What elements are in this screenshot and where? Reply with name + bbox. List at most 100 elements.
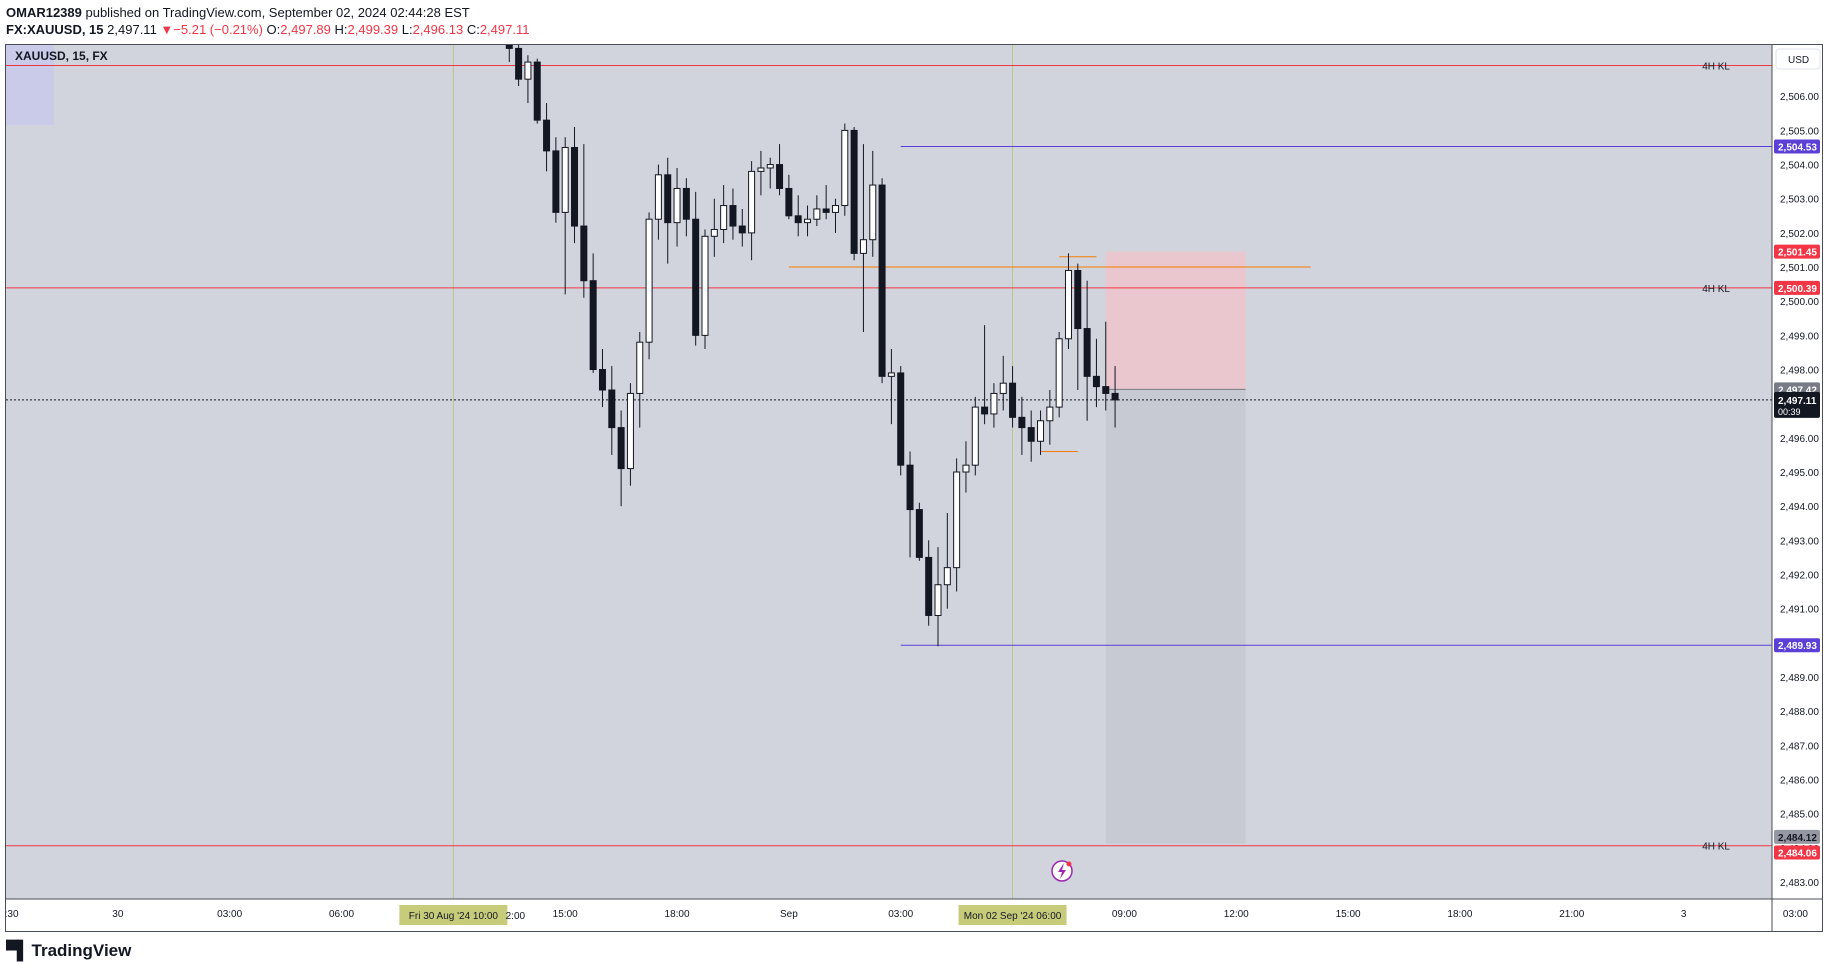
candle-down [589, 280, 597, 371]
candle-up [887, 372, 895, 377]
candle-down [1083, 328, 1091, 377]
price-tag-label: 2,489.93 [1778, 641, 1817, 652]
candle-up [831, 205, 839, 213]
candle-up [673, 187, 681, 224]
stop-loss-zone[interactable] [1105, 251, 1246, 390]
price-tag[interactable] [1774, 139, 1820, 154]
price-tag[interactable] [1774, 829, 1820, 844]
time-axis[interactable]: 20:30 30 03:00 06:00 15:00 18:00 Sep 03:00 09:00… [6, 45, 1822, 931]
session-date-badge[interactable] [958, 905, 1067, 925]
time-tick: 20:30 [6, 909, 19, 920]
close-value: 2,497.11 [479, 22, 530, 37]
candle-down [664, 174, 672, 224]
candle-down [776, 164, 784, 189]
currency-label: USD [1788, 55, 1809, 66]
price-tick: 2,493.00 [1780, 536, 1819, 547]
candle-down [981, 406, 989, 415]
price-tick: 2,504.00 [1780, 161, 1819, 172]
price-tick: 2,501.00 [1780, 263, 1819, 274]
candle-down [1102, 386, 1110, 394]
price-tag[interactable] [1774, 280, 1820, 295]
candle-down [822, 208, 830, 213]
down-arrow-icon: ▼ [160, 22, 174, 37]
last-price-tag-label: 2,497.11 [1778, 396, 1817, 407]
take-profit-zone[interactable] [1105, 389, 1246, 844]
price-tick: 2,494.00 [1780, 502, 1819, 513]
session-date-badge[interactable] [399, 905, 508, 925]
time-tick: Sep [780, 909, 798, 920]
candle-down [906, 464, 914, 511]
high-label: H: [334, 22, 348, 37]
candle-up [943, 567, 951, 586]
low-label: L: [401, 22, 413, 37]
currency-button[interactable]: USD [1775, 48, 1821, 70]
candle-down [1092, 375, 1100, 388]
candle-up [720, 205, 728, 230]
candle-down [1018, 416, 1026, 429]
lightning-icon[interactable] [1051, 860, 1073, 882]
horizontal-lines[interactable]: 4H KL 4H KL 4H KL [6, 61, 1772, 853]
candle-up [869, 184, 877, 241]
candle-up [953, 471, 961, 569]
price-tag-label: 2,484.06 [1778, 849, 1817, 860]
time-tick-partial: 2:00 [506, 911, 526, 922]
price-axis-background[interactable] [1772, 45, 1822, 931]
candle-up [710, 228, 718, 237]
price-tag-label: 2,504.53 [1778, 142, 1817, 153]
last-price-tag[interactable] [1774, 391, 1820, 418]
chart-frame[interactable]: XAUUSD, 15, FX 4H KL 4H KL 4H KL 2,506.00 2… [5, 44, 1823, 932]
price-tick: 2,491.00 [1780, 605, 1819, 616]
candle-down [1009, 382, 1017, 418]
time-tick: 15:00 [1336, 909, 1361, 920]
price-tick: 2,505.00 [1780, 126, 1819, 137]
candle-down [505, 45, 513, 49]
candle-up [859, 239, 867, 254]
candle-down [580, 225, 588, 282]
tradingview-logo[interactable]: ▀▌ TradingView [6, 940, 131, 961]
candle-up [654, 174, 662, 220]
key-level-label: 4H KL [1702, 842, 1730, 853]
candle-down [1074, 269, 1082, 330]
time-tick: 18:00 [1447, 909, 1472, 920]
time-axis-background[interactable] [6, 899, 1772, 931]
key-level-label: 4H KL [1702, 284, 1730, 295]
price-tick: 2,496.00 [1780, 434, 1819, 445]
price-tag[interactable] [1774, 638, 1820, 653]
price-axis[interactable]: 2,506.00 2,505.00 2,504.00 2,503.00 2,502.00… [1772, 45, 1822, 931]
position-tool[interactable] [1105, 251, 1246, 844]
price-tick: 2,495.00 [1780, 468, 1819, 479]
candle-up [804, 218, 812, 224]
candle-down [729, 205, 737, 227]
candle-down [925, 556, 933, 616]
candle-down [543, 119, 551, 152]
countdown-label: 00:39 [1778, 407, 1801, 417]
candle-up [1064, 269, 1072, 340]
candle-down [682, 187, 690, 220]
session-date-label: Fri 30 Aug '24 10:00 [409, 911, 499, 922]
candle-up [1046, 406, 1054, 422]
price-tag[interactable] [1774, 845, 1820, 860]
candle-down [794, 215, 802, 224]
candle-down [1027, 427, 1035, 442]
low-value: 2,496.13 [412, 22, 464, 37]
price-tick: 2,487.00 [1780, 741, 1819, 752]
price-tag-label: 2,484.12 [1778, 833, 1817, 844]
author-name[interactable]: OMAR12389 [6, 5, 82, 20]
candle-down [915, 509, 923, 558]
chart-pane-background [6, 45, 1772, 899]
candle-up [934, 584, 942, 616]
time-tick: 30 [112, 909, 124, 920]
price-tick: 2,500.00 [1780, 297, 1819, 308]
candle-up [813, 208, 821, 220]
price-tick: 2,502.00 [1780, 229, 1819, 240]
candle-up [561, 146, 569, 213]
candle-up [748, 170, 756, 234]
price-tag[interactable] [1774, 244, 1820, 259]
price-tick: 2,498.00 [1780, 366, 1819, 377]
price-tick: 2,485.00 [1780, 810, 1819, 821]
candle-down [738, 225, 746, 234]
candle-up [971, 406, 979, 466]
price-tag-label: 2,497.42 [1778, 385, 1817, 396]
candle-down [850, 129, 858, 254]
